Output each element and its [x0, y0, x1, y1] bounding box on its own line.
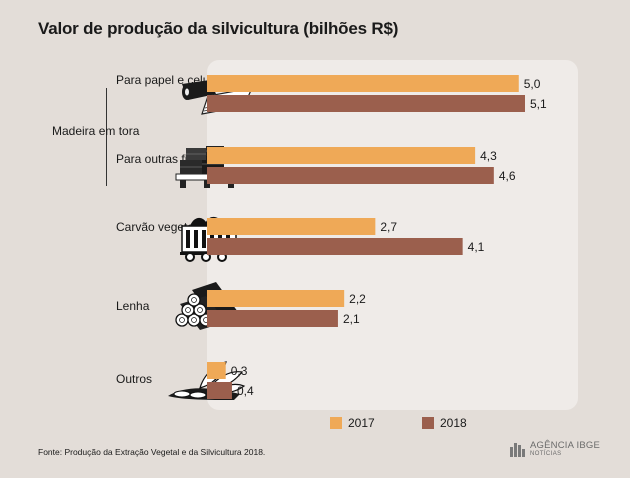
data-label-2017: 2,2 — [349, 292, 366, 306]
data-label-2018: 0,4 — [237, 384, 254, 398]
bar-2017 — [207, 290, 345, 307]
legend-swatch-2017 — [330, 417, 342, 429]
data-label-2018: 4,6 — [499, 169, 516, 183]
bar-2017 — [207, 362, 226, 379]
legend-item-2017: 2017 — [330, 416, 375, 430]
logo-name: AGÊNCIA IBGE — [530, 440, 600, 451]
bar-2018 — [207, 382, 232, 399]
data-label-2018: 5,1 — [530, 97, 547, 111]
bar-2018 — [207, 310, 338, 327]
bar-2017 — [207, 147, 476, 164]
category-label: Carvão vegetal — [116, 220, 197, 234]
data-label-2018: 4,1 — [468, 240, 485, 254]
data-label-2018: 2,1 — [343, 312, 360, 326]
bar-2018 — [207, 95, 525, 112]
data-label-2017: 5,0 — [524, 77, 541, 91]
category-label: Lenha — [116, 299, 150, 313]
data-label-2017: 2,7 — [380, 220, 397, 234]
bar-2017 — [207, 218, 376, 235]
legend-label-2018: 2018 — [440, 416, 467, 430]
data-label-2017: 4,3 — [480, 149, 497, 163]
bar-2018 — [207, 167, 494, 184]
agencia-ibge-logo: AGÊNCIA IBGE NOTÍCIAS — [510, 440, 600, 457]
chart-title: Valor de produção da silvicultura (bilhõ… — [38, 19, 399, 38]
category-label: Outros — [116, 372, 153, 386]
data-label-2017: 0,3 — [231, 364, 248, 378]
source-note: Fonte: Produção da Extração Vegetal e da… — [38, 447, 266, 457]
legend-label-2017: 2017 — [348, 416, 375, 430]
legend-swatch-2018 — [422, 417, 434, 429]
logo-subtitle: NOTÍCIAS — [530, 451, 562, 457]
legend-item-2018: 2018 — [422, 416, 467, 430]
group-bracket — [106, 88, 107, 186]
group-label: Madeira em tora — [52, 124, 140, 138]
bar-2018 — [207, 238, 463, 255]
ibge-logo-icon — [510, 442, 525, 457]
bar-2017 — [207, 75, 519, 92]
